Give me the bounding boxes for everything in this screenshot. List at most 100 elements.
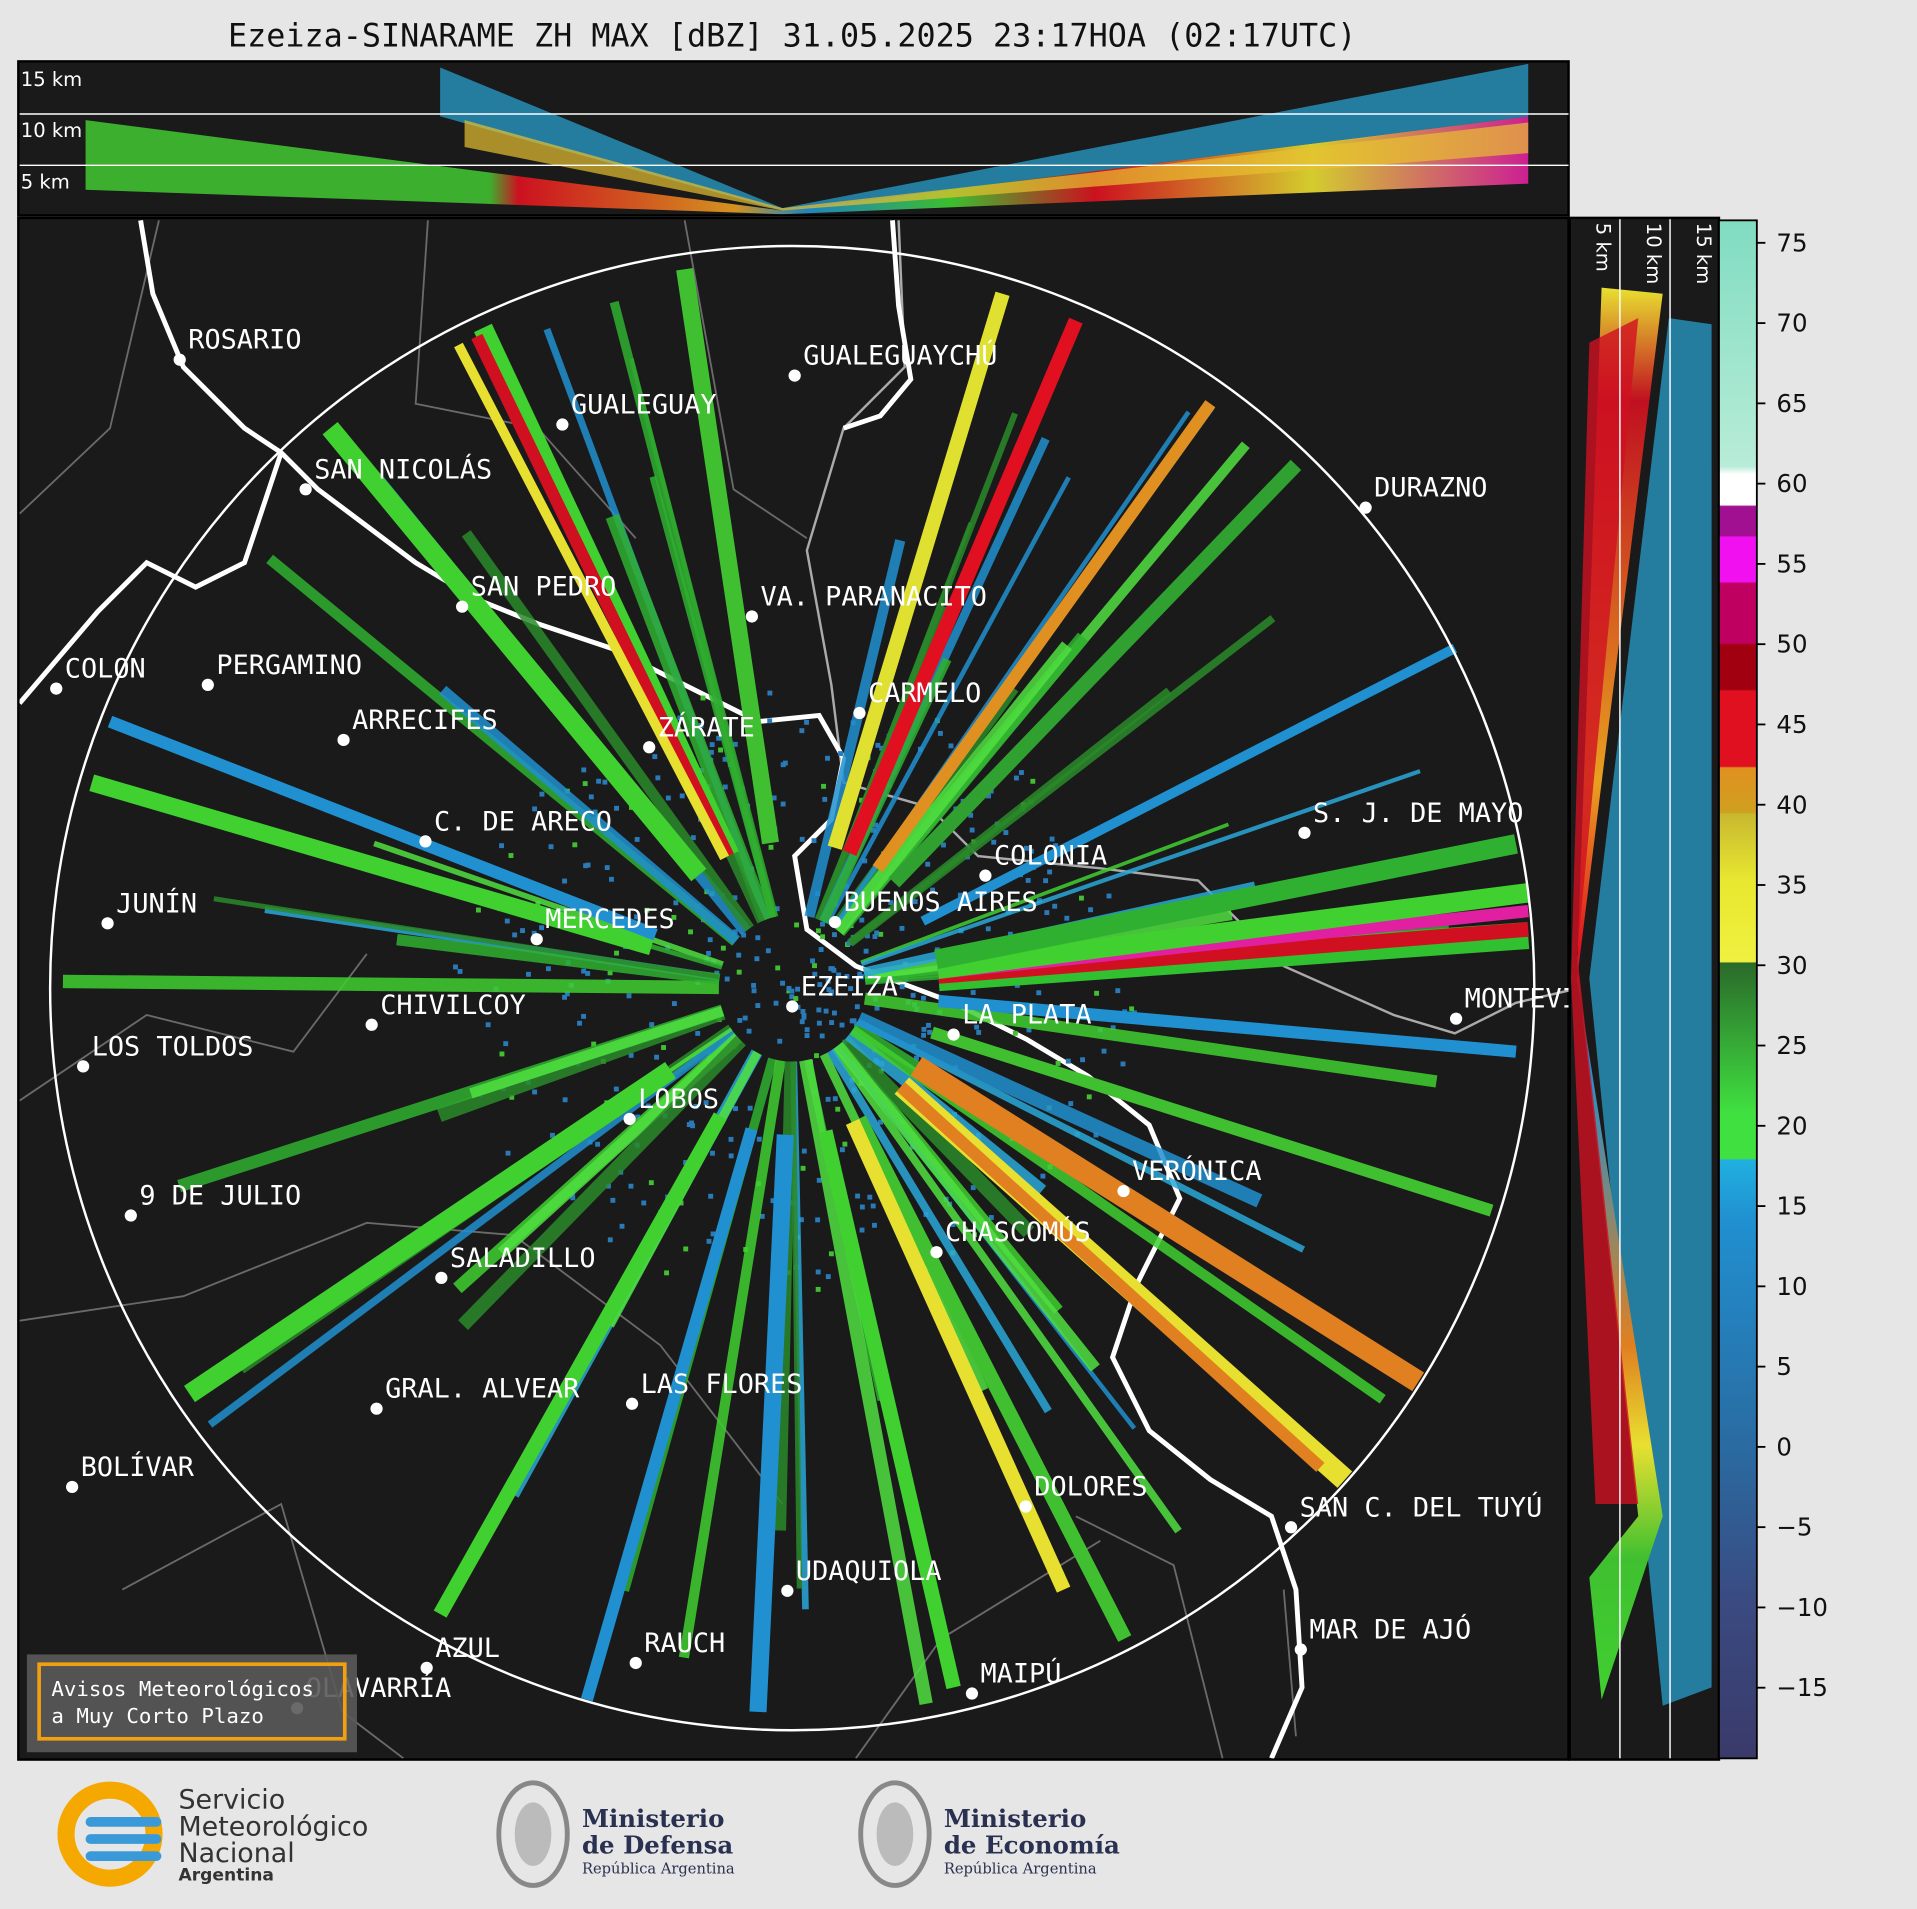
echo-dot (689, 1120, 694, 1126)
city-label: DURAZNO (1374, 473, 1487, 504)
echo-dot (874, 1005, 880, 1011)
echo-dot (888, 900, 894, 906)
colorbar-tick-label: 40 (1776, 790, 1807, 819)
city-label: MERCEDES (545, 904, 674, 935)
echo-ray (322, 421, 707, 882)
echo-dot (844, 974, 850, 979)
echo-dot (504, 918, 510, 924)
city-label: BOLÍVAR (81, 1451, 195, 1483)
echo-dot (614, 805, 619, 811)
echo-ray (454, 342, 729, 861)
height-label: 5 km (21, 171, 70, 194)
echo-ray (825, 476, 1071, 925)
echo-dot (562, 1097, 568, 1103)
echo-dot (799, 728, 805, 734)
city-dot (1294, 1643, 1307, 1656)
notice-border[interactable] (37, 1662, 347, 1741)
echo-dot (485, 1022, 491, 1028)
echo-dot (1030, 778, 1036, 784)
echo-dot (751, 983, 757, 988)
echo-dot (706, 950, 711, 956)
echo-dot (693, 1104, 699, 1109)
radar-echoes (62, 267, 1530, 1713)
echo-dot (1040, 1173, 1046, 1179)
echo-dot (499, 1051, 505, 1057)
logo-text: Ministerio (582, 1804, 724, 1833)
city-label: CHASCOMÚS (945, 1216, 1091, 1248)
echo-dot (671, 1001, 677, 1007)
notice-text[interactable]: a Muy Corto Plazo (51, 1704, 264, 1728)
echo-dot (585, 862, 591, 868)
echo-dot (950, 1222, 956, 1227)
city-dot (77, 1060, 90, 1073)
city-label: VA. PARANACITO (760, 581, 987, 612)
logo-smn: Servicio Meteorológico Nacional Argentin… (57, 1781, 368, 1887)
echo-dot (582, 781, 588, 787)
echo-dot (755, 935, 761, 941)
echo-dot (1047, 869, 1053, 875)
echo-dot (664, 1270, 669, 1276)
echo-dot (875, 742, 881, 748)
echo-dot (635, 1114, 641, 1120)
echo-dot (1036, 990, 1042, 996)
colorbar-tick-label: 30 (1776, 951, 1807, 980)
echo-ray (831, 1045, 1182, 1534)
notice-text[interactable]: Avisos Meteorológicos (51, 1677, 314, 1701)
echo-dot (548, 844, 554, 850)
echo-dot (688, 929, 693, 935)
echo-dot (815, 1286, 821, 1292)
logo-text: Meteorológico (178, 1811, 368, 1842)
echo-dot (607, 1237, 613, 1243)
echo-dot (826, 987, 832, 993)
city-label: MONTEVIDEO (1465, 984, 1627, 1015)
logo-text: República Argentina (944, 1860, 1097, 1877)
echo-dot (930, 887, 935, 893)
city-dot (947, 1028, 960, 1041)
echo-dot (581, 968, 587, 974)
echo-dot (1120, 1061, 1126, 1067)
city-label: C. DE ARECO (434, 806, 612, 837)
echo-dot (665, 795, 671, 801)
echo-dot (613, 1086, 619, 1092)
echo-dot (863, 948, 869, 954)
echo-dot (649, 1022, 655, 1028)
echo-ray (649, 475, 777, 919)
echo-ray (818, 1129, 961, 1690)
echo-ray (804, 539, 906, 919)
echo-dot (831, 1010, 837, 1016)
echo-dot (832, 932, 837, 938)
city-dot (456, 600, 469, 613)
echo-dot (855, 1193, 861, 1199)
echo-dot (814, 1053, 819, 1059)
city-label: VERÓNICA (1132, 1155, 1261, 1187)
city-dot (435, 1271, 448, 1284)
echo-dot (937, 730, 943, 736)
echo-dot (798, 1217, 804, 1223)
echo-dot (795, 986, 801, 992)
echo-dot (742, 1015, 748, 1021)
echo-dot (709, 749, 714, 755)
echo-dot (520, 928, 525, 934)
city-label: ZÁRATE (658, 711, 755, 743)
echo-dot (671, 914, 677, 920)
echo-ray (847, 687, 1172, 946)
echo-dot (1115, 988, 1121, 994)
echo-dot (720, 945, 726, 951)
echo-dot (970, 1185, 976, 1191)
echo-dot (1094, 990, 1100, 996)
city-dot (337, 733, 350, 747)
echo-dot (786, 988, 792, 994)
logo-text: de Defensa (582, 1831, 733, 1860)
echo-dot (825, 1274, 831, 1280)
echo-dot (508, 853, 514, 858)
city-dot (66, 1480, 79, 1494)
echo-ray (833, 641, 1073, 935)
echo-dot (771, 795, 777, 801)
echo-dot (878, 1119, 883, 1125)
echo-dot (673, 900, 679, 906)
echo-ray (678, 1059, 786, 1659)
echo-dot (531, 930, 537, 936)
echo-dot (695, 1030, 701, 1036)
echo-dot (1086, 1094, 1092, 1100)
